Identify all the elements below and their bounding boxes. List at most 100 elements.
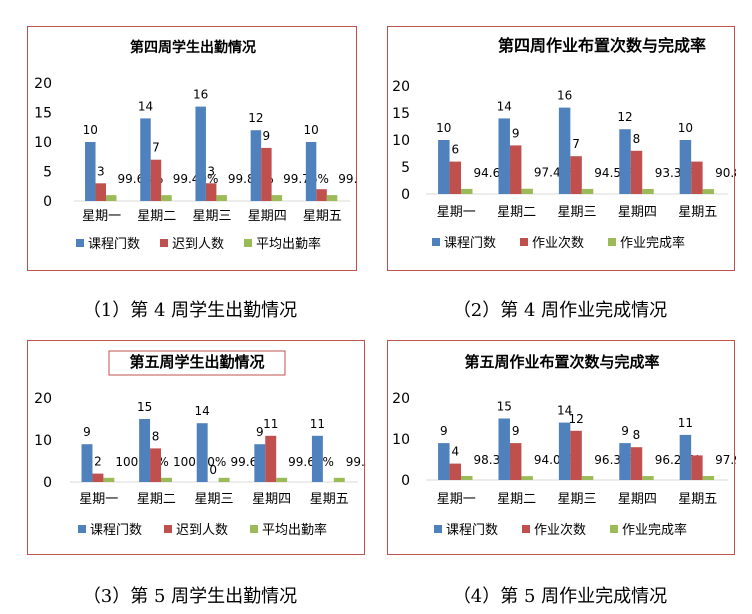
bar-courses: [498, 118, 510, 194]
bar-rate: [161, 477, 172, 482]
x-category-label: 星期五: [310, 492, 349, 507]
chart-title: 第四周学生出勤情况: [130, 39, 256, 56]
bar-rate: [521, 188, 533, 194]
data-label: 11: [310, 417, 325, 431]
x-category-label: 星期二: [137, 492, 176, 507]
y-tick-label: 10: [392, 133, 410, 149]
bar-count: [630, 150, 643, 194]
y-tick-label: 15: [392, 106, 410, 122]
data-label: 9: [512, 424, 520, 438]
bar-rate: [218, 477, 230, 482]
x-category-label: 星期一: [79, 492, 118, 507]
bar-courses: [558, 107, 571, 194]
x-category-label: 星期三: [557, 492, 596, 507]
chart-panel-week4-attendance: 第四周学生出勤情况0510152010399.63%星期一14799.49%星期…: [27, 26, 358, 271]
y-tick-label: 10: [392, 432, 410, 448]
chart-title-frame: [108, 350, 286, 376]
bar-courses: [619, 129, 631, 194]
data-label: 2: [94, 455, 102, 469]
bar-courses: [438, 443, 450, 480]
bar-courses: [305, 142, 317, 201]
legend-label: 课程门数: [444, 236, 496, 251]
x-category-label: 星期二: [137, 209, 176, 224]
data-label: 0: [209, 463, 217, 477]
legend-swatch: [522, 525, 530, 533]
legend-swatch: [432, 238, 440, 246]
data-label: 8: [152, 429, 160, 443]
x-category-label: 星期一: [437, 492, 476, 507]
y-tick-label: 20: [392, 391, 410, 407]
legend-swatch: [164, 525, 172, 533]
bar-count: [509, 443, 522, 480]
bar-rate: [642, 476, 654, 480]
data-label: 14: [557, 404, 572, 418]
bar-count: [570, 156, 582, 194]
data-label: 3: [207, 164, 215, 178]
x-category-label: 星期一: [437, 205, 476, 220]
data-label: 7: [152, 141, 160, 155]
legend-label: 作业完成率: [622, 522, 687, 538]
bar-courses: [140, 118, 151, 201]
data-label: 14: [497, 99, 512, 113]
bar-count: [205, 183, 217, 201]
legend-swatch: [434, 525, 442, 533]
data-label: 12: [568, 412, 583, 426]
chart-week4-attendance: 第四周学生出勤情况0510152010399.63%星期一14799.49%星期…: [34, 39, 358, 252]
bar-rate: [461, 475, 473, 480]
bar-rate: [161, 195, 172, 201]
data-label: 99.65%: [288, 455, 334, 469]
y-tick-label: 10: [34, 433, 52, 449]
chart-title: 第五周作业布置次数与完成率: [464, 353, 659, 371]
bar-courses: [679, 434, 692, 480]
y-tick-label: 20: [392, 79, 410, 95]
bar-rate: [581, 188, 594, 194]
legend-swatch: [244, 239, 252, 247]
data-label: 10: [303, 123, 318, 137]
legend-label: 课程门数: [446, 523, 498, 538]
bar-courses: [311, 435, 323, 482]
data-label: 8: [633, 428, 641, 442]
x-category-label: 星期四: [248, 209, 287, 224]
bar-count: [570, 430, 582, 480]
data-label: 4: [451, 445, 459, 459]
caption-week5-homework: （4）第 5 周作业完成情况: [452, 586, 668, 607]
data-label: 9: [83, 425, 91, 439]
x-category-label: 星期五: [303, 209, 342, 224]
data-label: 10: [436, 121, 451, 135]
bar-count: [95, 183, 107, 201]
x-category-label: 星期二: [497, 205, 536, 220]
legend-swatch: [76, 239, 84, 247]
legend-swatch: [608, 238, 616, 246]
caption-week4-attendance: （1）第 4 周学生出勤情况: [82, 300, 298, 321]
bar-count: [509, 145, 522, 194]
bar-count: [261, 147, 272, 201]
y-tick-label: 10: [34, 135, 52, 151]
y-tick-label: 5: [43, 165, 52, 181]
legend-label: 迟到人数: [172, 237, 224, 252]
data-label: 9: [512, 126, 520, 140]
y-tick-label: 0: [401, 473, 410, 489]
y-tick-label: 0: [43, 194, 52, 210]
bar-count: [316, 189, 327, 201]
legend-label: 迟到人数: [176, 523, 228, 538]
data-label: 6: [451, 143, 459, 157]
bar-courses: [619, 443, 631, 480]
chart-title: 第五周学生出勤情况: [129, 353, 264, 371]
bar-rate: [702, 189, 715, 194]
bar-rate: [271, 195, 283, 201]
bar-rate: [106, 195, 117, 201]
bar-count: [691, 161, 703, 194]
bar-courses: [195, 106, 206, 201]
bar-courses: [196, 423, 208, 482]
bar-count: [449, 161, 462, 194]
legend-swatch: [78, 525, 86, 533]
y-tick-label: 0: [401, 187, 410, 203]
bar-courses: [679, 140, 692, 194]
y-tick-label: 15: [34, 106, 52, 122]
bar-count: [92, 473, 104, 482]
bar-rate: [326, 195, 338, 201]
data-label: 12: [248, 111, 263, 125]
data-label: 16: [557, 89, 572, 103]
bar-courses: [558, 422, 571, 480]
bar-rate: [642, 188, 654, 194]
